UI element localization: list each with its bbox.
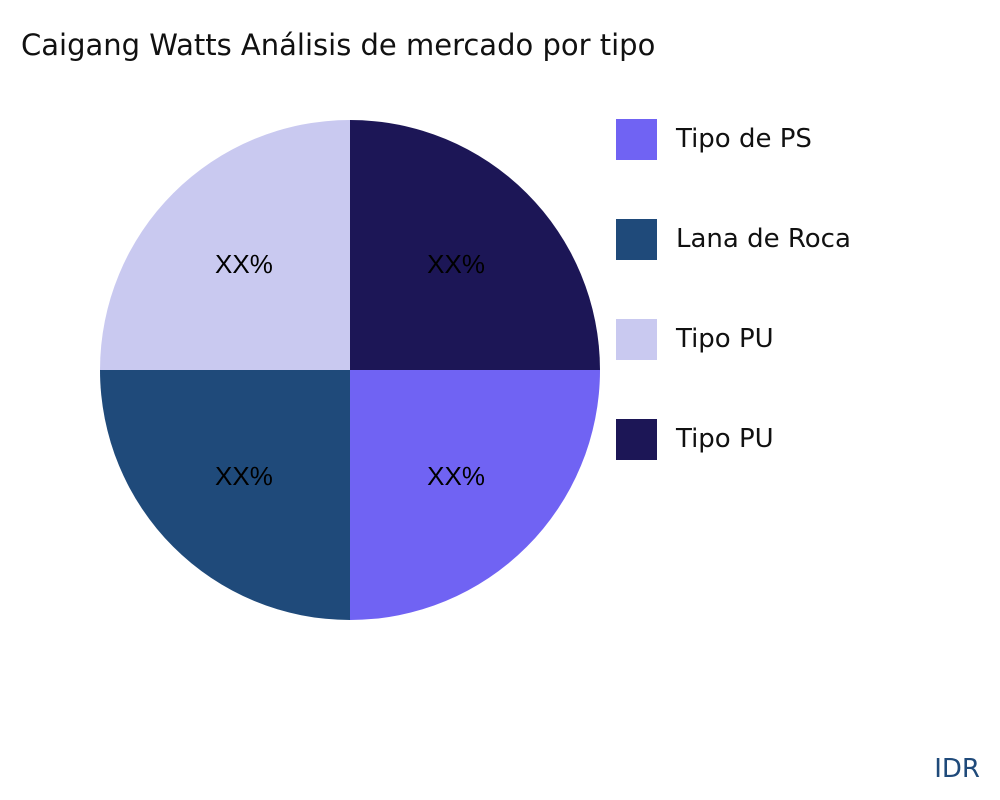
legend-item[interactable]: Tipo PU <box>616 318 774 360</box>
legend-label: Tipo PU <box>676 324 774 354</box>
legend-item[interactable]: Tipo PU <box>616 418 774 460</box>
legend-item[interactable]: Lana de Roca <box>616 218 851 260</box>
legend-swatch <box>616 218 657 260</box>
legend-swatch <box>616 418 657 460</box>
slice-data-label: XX% <box>427 461 485 491</box>
slice-data-label: XX% <box>215 249 273 279</box>
pie-slice[interactable] <box>350 120 600 370</box>
pie-slice[interactable] <box>100 120 350 370</box>
slice-data-label: XX% <box>427 249 485 279</box>
legend-swatch <box>616 318 657 360</box>
chart-title: Caigang Watts Análisis de mercado por ti… <box>21 28 656 62</box>
legend-label: Tipo de PS <box>676 124 812 154</box>
legend-label: Tipo PU <box>676 424 774 454</box>
legend-swatch <box>616 118 657 160</box>
legend-label: Lana de Roca <box>676 224 851 254</box>
legend-item[interactable]: Tipo de PS <box>616 118 812 160</box>
pie-slice[interactable] <box>350 370 600 620</box>
slice-data-label: XX% <box>215 461 273 491</box>
pie-slice[interactable] <box>100 370 350 620</box>
brand-logo: IDR <box>934 754 980 784</box>
